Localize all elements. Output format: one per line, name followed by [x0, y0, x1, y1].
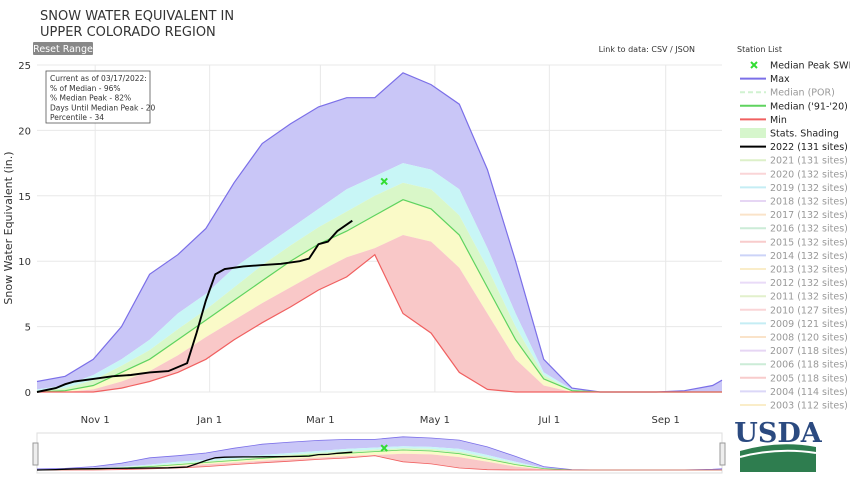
- x-tick-label: Nov 1: [81, 415, 110, 426]
- legend-label[interactable]: Stats. Shading: [770, 129, 839, 140]
- legend-label[interactable]: 2011 (132 sites): [770, 292, 848, 303]
- shading-band: [37, 436, 722, 470]
- y-tick-label: 5: [25, 323, 31, 334]
- y-tick-label: 25: [18, 61, 31, 72]
- legend-label[interactable]: 2017 (132 sites): [770, 210, 848, 221]
- legend-label[interactable]: 2009 (121 sites): [770, 319, 848, 330]
- legend-label[interactable]: 2007 (118 sites): [770, 346, 848, 357]
- y-axis-title: Snow Water Equivalent (in.): [2, 151, 15, 304]
- y-tick-label: 10: [18, 257, 31, 268]
- peak-marker: [380, 177, 388, 186]
- y-tick-label: 15: [18, 192, 31, 203]
- x-tick-label: Jan 1: [196, 415, 222, 426]
- series-line: [36, 451, 353, 471]
- series-line: [37, 253, 722, 393]
- y-tick-label: 20: [18, 126, 31, 137]
- logo: USDA: [734, 418, 823, 472]
- legend-label[interactable]: 2014 (132 sites): [770, 251, 848, 262]
- legend-label[interactable]: 2016 (132 sites): [770, 224, 848, 235]
- legend-label[interactable]: Min: [770, 115, 787, 126]
- logo-swoosh: [740, 444, 816, 472]
- title-line: SNOW WATER EQUIVALENT IN: [40, 9, 234, 24]
- shading-band: [37, 446, 722, 470]
- legend-label[interactable]: 2004 (114 sites): [770, 387, 848, 398]
- legend-label[interactable]: 2020 (132 sites): [770, 169, 848, 180]
- reset-button[interactable]: [33, 42, 93, 55]
- shading-band: [37, 453, 722, 470]
- series-line: [37, 455, 722, 471]
- legend-symbol: [750, 61, 758, 69]
- plot: 0 5 10 15 20 25 Nov 1 Jan 1 Mar 1 May 1 Jul 1 Sep 1…: [18, 61, 723, 426]
- series-line: [36, 219, 353, 393]
- x-tick-label: Sep 1: [652, 415, 680, 426]
- slider-handle[interactable]: [32, 442, 39, 466]
- data-link[interactable]: Link to data: CSV / JSON: [599, 45, 695, 54]
- x-tick-label: Jul 1: [538, 415, 561, 426]
- legend-label[interactable]: Median (POR): [770, 88, 835, 99]
- logo-text: USDA: [734, 418, 822, 449]
- legend-label[interactable]: Max: [770, 74, 790, 85]
- logo-line: [739, 449, 817, 458]
- title-line: UPPER COLORADO REGION: [40, 25, 216, 40]
- reset-button-label[interactable]: Reset Range: [33, 44, 93, 55]
- annotation-line: % of Median - 96%: [50, 84, 121, 93]
- annotation-box: [45, 70, 151, 124]
- legend-label[interactable]: 2021 (131 sites): [770, 156, 848, 167]
- legend-label[interactable]: 2013 (132 sites): [770, 265, 848, 276]
- legend: Median Peak SWE Max Median (POR) Median ('9…: [740, 61, 850, 412]
- annotation-line: Days Until Median Peak - 20: [50, 103, 156, 112]
- y-tick-label: 0: [25, 388, 31, 399]
- station-list[interactable]: Station List: [737, 45, 782, 54]
- legend-label[interactable]: 2008 (120 sites): [770, 333, 848, 344]
- legend-label[interactable]: Median ('91-'20): [770, 101, 848, 112]
- x-tick-label: Mar 1: [306, 415, 334, 426]
- annotation-line: Percentile - 34: [50, 113, 104, 122]
- legend-label[interactable]: Median Peak SWE: [770, 61, 850, 72]
- annotation-line: Current as of 03/17/2022:: [50, 74, 147, 83]
- shading-band: [37, 163, 722, 392]
- legend-label[interactable]: 2015 (132 sites): [770, 237, 848, 248]
- shading-band: [37, 72, 722, 393]
- legend-label[interactable]: 2012 (132 sites): [770, 278, 848, 289]
- range-slider[interactable]: [32, 432, 726, 474]
- annotation-line: % Median Peak - 82%: [50, 94, 131, 103]
- x-tick-label: May 1: [420, 415, 450, 426]
- legend-label[interactable]: 2022 (131 sites): [770, 142, 848, 153]
- slider-handle[interactable]: [719, 442, 726, 466]
- legend-label[interactable]: 2010 (127 sites): [770, 305, 848, 316]
- legend-label[interactable]: 2005 (118 sites): [770, 373, 848, 384]
- legend-label[interactable]: 2006 (118 sites): [770, 360, 848, 371]
- shading-band: [37, 450, 722, 470]
- shading-band: [37, 199, 722, 392]
- shading-band: [37, 235, 722, 392]
- legend-label[interactable]: 2018 (132 sites): [770, 197, 848, 208]
- legend-label[interactable]: 2019 (132 sites): [770, 183, 848, 194]
- peak-marker: [380, 444, 388, 452]
- legend-symbol: [740, 128, 766, 138]
- legend-label[interactable]: 2003 (112 sites): [770, 401, 848, 412]
